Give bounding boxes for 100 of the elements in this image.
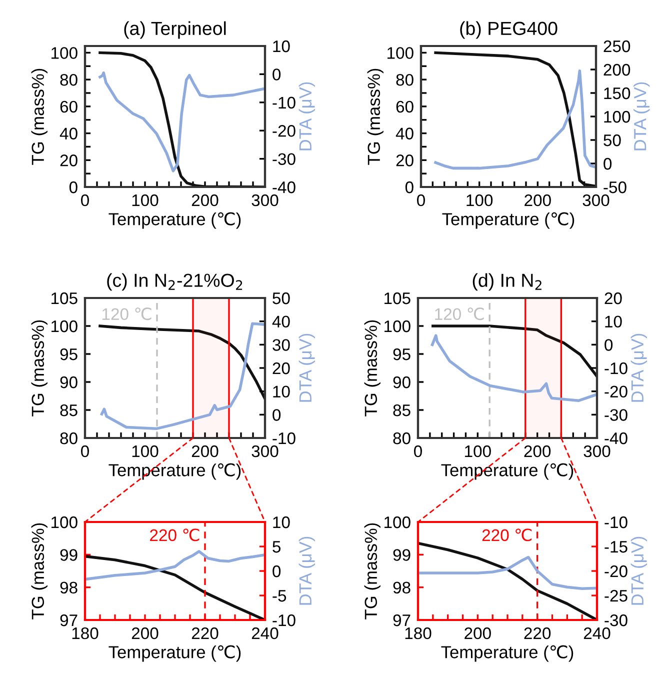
y2-tick-label: -10 — [272, 432, 296, 444]
x-tick-label: 200 — [524, 445, 551, 458]
y2-axis-title: DTA (μV) — [298, 82, 315, 150]
x-axis-title: Temperature (℃) — [442, 212, 574, 229]
y-tick-label: 100 — [52, 47, 78, 59]
y2-tick-label: -40 — [272, 181, 296, 194]
y2-tick-label: 0 — [604, 158, 612, 170]
x-tick-label: 100 — [465, 445, 491, 458]
x-tick-label: 300 — [252, 194, 278, 206]
y2-tick-label: -30 — [272, 153, 296, 166]
line-series — [434, 51, 596, 187]
ref-line-label: 220 ℃ — [150, 528, 200, 542]
y2-tick-label: -50 — [604, 181, 626, 194]
x-tick-label: 100 — [132, 194, 158, 206]
y-tick-label: 95 — [393, 348, 410, 360]
y2-tick-label: -40 — [604, 432, 628, 444]
y2-axis-title: DTA (μV) — [298, 536, 315, 605]
line-series — [418, 556, 597, 590]
line-series — [98, 71, 265, 172]
y2-tick-label: -10 — [272, 614, 296, 626]
y-tick-label: 95 — [60, 348, 78, 360]
y-tick-label: 105 — [52, 292, 78, 304]
y2-axis-title: DTA (μV) — [630, 536, 647, 605]
y-tick-label: 20 — [60, 154, 78, 166]
x-tick-label: 240 — [584, 627, 610, 640]
y2-axis-title: DTA (μV) — [634, 82, 650, 150]
y-tick-label: 105 — [384, 292, 410, 304]
y2-tick-label: 0 — [272, 68, 281, 80]
y2-tick-label: 30 — [272, 339, 290, 351]
y2-tick-label: 20 — [604, 292, 622, 304]
ref-line-label: 120 ℃ — [102, 308, 152, 320]
y2-tick-label: -10 — [272, 96, 296, 109]
x-tick-label: 300 — [252, 445, 278, 458]
y-tick-label: 99 — [393, 549, 410, 561]
x-tick-label: 220 — [524, 627, 551, 640]
y-axis-title: TG (mass%) — [367, 68, 384, 165]
x-tick-label: 200 — [464, 627, 491, 640]
y-tick-label: 99 — [60, 549, 78, 561]
x-tick-label: 0 — [81, 194, 89, 206]
y2-tick-label: 50 — [272, 292, 290, 304]
x-axis-title: Temperature (℃) — [441, 645, 574, 662]
x-tick-label: 0 — [81, 445, 89, 458]
y-tick-label: 100 — [52, 516, 78, 528]
y2-tick-label: 0 — [272, 565, 281, 578]
y2-tick-label: -30 — [604, 409, 628, 421]
x-tick-label: 200 — [192, 445, 218, 458]
y-tick-label: 98 — [60, 582, 78, 594]
y-tick-label: 97 — [60, 614, 78, 626]
x-tick-label: 100 — [132, 445, 158, 458]
y-tick-label: 90 — [393, 376, 410, 388]
ref-line-label: 220 ℃ — [482, 528, 532, 542]
y2-axis-title: DTA (μV) — [298, 334, 315, 402]
x-tick-label: 0 — [414, 445, 422, 458]
x-axis-title: Temperature (℃) — [108, 463, 241, 480]
y2-tick-label: 40 — [272, 316, 290, 328]
y-axis-title: TG (mass%) — [31, 320, 48, 416]
x-axis-title: Temperature (℃) — [108, 645, 241, 662]
y-tick-label: 100 — [384, 320, 410, 332]
x-tick-label: 220 — [192, 627, 218, 640]
y-tick-label: 60 — [396, 100, 414, 113]
y2-tick-label: -25 — [604, 590, 628, 602]
line-series — [430, 334, 597, 402]
y2-tick-label: -15 — [604, 541, 628, 553]
x-tick-label: 200 — [192, 194, 218, 206]
y2-tick-label: 0 — [272, 409, 281, 421]
x-tick-label: 200 — [132, 627, 158, 640]
x-tick-label: 180 — [72, 627, 98, 640]
y2-tick-label: 100 — [604, 110, 630, 123]
y-tick-label: 100 — [52, 320, 78, 332]
line-series — [434, 70, 596, 170]
y2-tick-label: -20 — [604, 565, 628, 578]
line-series — [98, 324, 265, 400]
y-tick-label: 0 — [69, 181, 78, 194]
y2-tick-label: 10 — [273, 516, 290, 528]
y-tick-label: 60 — [60, 100, 78, 113]
x-tick-label: 200 — [524, 194, 551, 206]
ref-line-label: 120 ℃ — [435, 308, 484, 320]
y-tick-label: 100 — [388, 47, 414, 59]
y-tick-label: 80 — [60, 432, 78, 444]
y2-tick-label: 5 — [272, 541, 281, 553]
y2-tick-label: 0 — [604, 339, 613, 351]
y-tick-label: 97 — [393, 614, 410, 626]
y-tick-label: 80 — [60, 74, 78, 86]
y2-tick-label: 50 — [604, 134, 621, 146]
y-tick-label: 20 — [396, 154, 414, 166]
x-tick-label: 100 — [466, 194, 493, 206]
y2-tick-label: 10 — [273, 40, 290, 52]
x-tick-label: 300 — [584, 445, 610, 458]
y2-axis-title: DTA (μV) — [630, 334, 647, 402]
y2-tick-label: -10 — [604, 362, 628, 374]
line-series — [432, 324, 597, 378]
y2-tick-label: 10 — [605, 316, 622, 328]
y2-tick-label: -20 — [604, 386, 628, 398]
y-axis-title: TG (mass%) — [364, 523, 380, 620]
y-tick-label: 100 — [384, 516, 410, 528]
y-tick-label: 85 — [393, 404, 410, 416]
y-tick-label: 80 — [393, 432, 410, 444]
y2-tick-label: -30 — [604, 614, 628, 626]
x-axis-title: Temperature (℃) — [108, 212, 241, 229]
y-axis-title: TG (mass%) — [364, 320, 380, 416]
